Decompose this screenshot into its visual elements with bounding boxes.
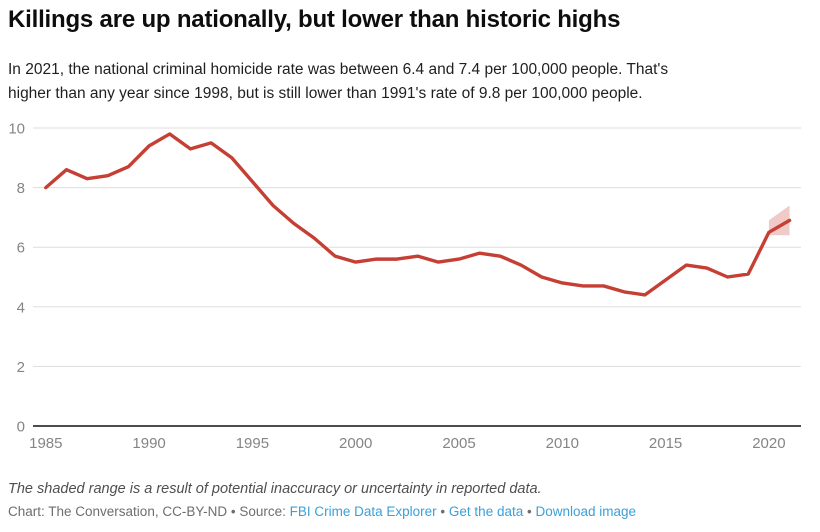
credit-separator: • bbox=[527, 504, 532, 519]
link-download-image[interactable]: Download image bbox=[535, 504, 637, 519]
chart-credit-line: Chart: The Conversation, CC-BY-ND • Sour… bbox=[8, 504, 636, 519]
link-fbi-crime-data-explorer[interactable]: FBI Crime Data Explorer bbox=[289, 504, 437, 519]
x-tick-label: 2000 bbox=[339, 435, 372, 452]
y-tick-label: 2 bbox=[17, 359, 25, 376]
y-tick-label: 0 bbox=[17, 419, 25, 436]
chart-footnote: The shaded range is a result of potentia… bbox=[8, 481, 542, 497]
page-title: Killings are up nationally, but lower th… bbox=[8, 6, 621, 33]
homicide-rate-line bbox=[44, 132, 792, 297]
x-tick-label: 1985 bbox=[29, 435, 62, 452]
chart-subtitle: In 2021, the national criminal homicide … bbox=[8, 58, 808, 106]
subtitle-line-1: In 2021, the national criminal homicide … bbox=[8, 61, 669, 78]
x-tick-label: 1995 bbox=[236, 435, 269, 452]
x-tick-label: 2015 bbox=[649, 435, 682, 452]
homicide-rate-line-chart: 0 2 4 6 8 10 1985 1990 1995 2000 2005 2010 2015 2020 bbox=[8, 121, 801, 452]
x-tick-label: 2020 bbox=[752, 435, 785, 452]
x-tick-label: 1990 bbox=[132, 435, 165, 452]
y-tick-label: 6 bbox=[17, 240, 25, 257]
y-tick-label: 10 bbox=[8, 121, 25, 138]
x-tick-label: 2005 bbox=[442, 435, 475, 452]
link-get-the-data[interactable]: Get the data bbox=[448, 504, 524, 519]
y-tick-label: 4 bbox=[17, 299, 25, 316]
credit-separator: • bbox=[440, 504, 446, 519]
x-tick-label: 2010 bbox=[546, 435, 579, 452]
credit-prefix: Chart: The Conversation, CC-BY-ND • Sour… bbox=[8, 504, 286, 519]
y-tick-label: 8 bbox=[17, 180, 25, 197]
subtitle-line-2: higher than any year since 1998, but is … bbox=[8, 85, 643, 102]
